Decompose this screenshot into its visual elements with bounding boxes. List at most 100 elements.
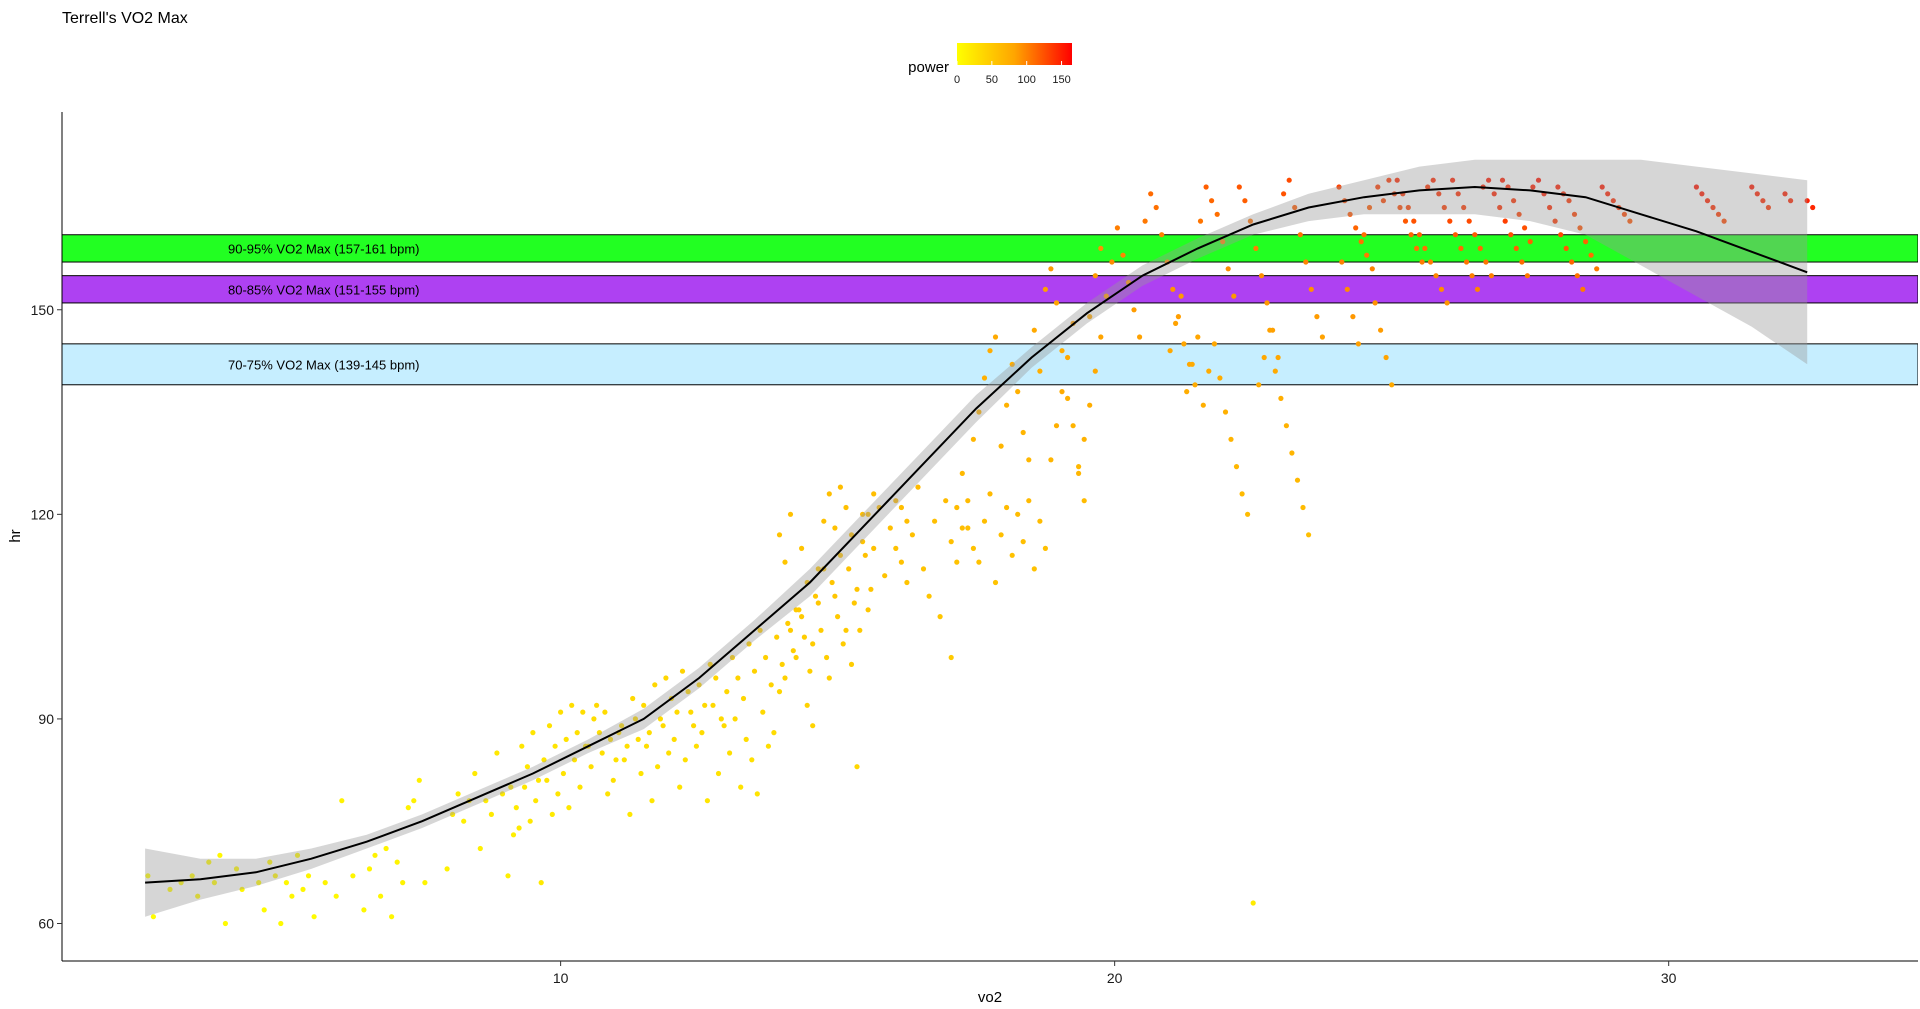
data-point — [416, 777, 422, 783]
data-point — [1203, 184, 1209, 190]
data-point — [211, 880, 217, 886]
data-point — [865, 511, 871, 517]
data-point — [1181, 341, 1187, 347]
data-point — [1020, 429, 1026, 436]
data-point — [807, 668, 813, 674]
data-point — [350, 873, 356, 879]
data-point — [522, 784, 528, 790]
data-point — [621, 757, 627, 763]
data-point — [871, 491, 877, 497]
data-point — [815, 566, 821, 572]
data-point — [713, 675, 719, 681]
data-point — [580, 709, 586, 715]
legend-colorbar — [957, 43, 1072, 65]
data-point — [787, 627, 794, 633]
data-point — [860, 511, 866, 517]
data-point — [693, 743, 700, 749]
data-point — [848, 661, 855, 668]
data-point — [1474, 286, 1481, 292]
data-point — [738, 784, 744, 790]
data-point — [150, 914, 156, 920]
data-point — [300, 886, 306, 893]
data-point — [1306, 532, 1312, 538]
data-point — [776, 532, 783, 538]
data-point — [538, 880, 544, 886]
data-point — [1120, 252, 1126, 258]
data-point — [835, 614, 841, 620]
data-point — [926, 593, 932, 599]
data-point — [981, 518, 988, 524]
data-point — [627, 811, 633, 818]
data-point — [599, 750, 605, 756]
x-tick-label: 10 — [553, 970, 569, 986]
data-point — [1031, 566, 1037, 572]
data-point — [1566, 198, 1572, 204]
data-point — [574, 730, 580, 736]
data-point — [1804, 198, 1810, 204]
data-point — [1159, 232, 1165, 238]
data-point — [760, 709, 766, 715]
x-axis-label: vo2 — [978, 989, 1002, 1006]
data-point — [763, 654, 769, 661]
data-point — [710, 702, 716, 708]
data-point — [882, 573, 888, 579]
data-point — [1375, 184, 1381, 190]
data-point — [1621, 211, 1627, 217]
data-point — [790, 648, 796, 654]
data-point — [1336, 184, 1342, 190]
data-point — [1228, 436, 1234, 442]
data-point — [411, 798, 417, 804]
data-point — [898, 559, 905, 565]
data-point — [1430, 177, 1436, 183]
vo2-bands — [62, 234, 1918, 386]
data-point — [1527, 239, 1533, 245]
data-point — [1547, 204, 1553, 211]
data-point — [671, 736, 677, 743]
data-point — [1491, 191, 1497, 197]
data-point — [655, 764, 661, 770]
data-point — [799, 614, 805, 620]
data-point — [1477, 245, 1483, 251]
data-point — [1583, 239, 1589, 245]
data-point — [1314, 314, 1320, 320]
data-point — [854, 586, 860, 592]
legend-tick-label: 150 — [1052, 74, 1070, 86]
data-point — [793, 607, 799, 613]
data-point — [1247, 218, 1253, 224]
data-point — [943, 498, 949, 504]
data-point — [782, 675, 788, 681]
data-point — [1283, 423, 1289, 429]
data-point — [704, 798, 711, 804]
data-point — [1297, 232, 1303, 238]
data-point — [638, 770, 644, 777]
data-point — [815, 600, 821, 606]
data-point — [145, 873, 151, 879]
data-point — [1081, 498, 1087, 504]
data-point — [904, 579, 910, 586]
data-point — [1372, 300, 1378, 306]
data-point — [549, 811, 555, 818]
data-point — [1344, 286, 1350, 292]
data-point — [591, 716, 597, 722]
data-point — [715, 770, 722, 777]
data-point — [1569, 259, 1575, 265]
data-point — [1026, 457, 1032, 463]
data-point — [1109, 259, 1115, 265]
data-point — [1358, 239, 1364, 245]
data-point — [732, 716, 738, 722]
data-point — [702, 702, 708, 708]
data-point — [727, 750, 733, 756]
data-point — [444, 866, 450, 872]
data-point — [1004, 402, 1010, 408]
data-point — [1048, 266, 1054, 272]
data-point — [1350, 314, 1356, 320]
data-point — [1461, 204, 1467, 211]
data-point — [1076, 464, 1082, 470]
data-point — [1178, 293, 1184, 299]
data-point — [450, 811, 456, 818]
data-point — [1059, 348, 1065, 354]
data-point — [1627, 218, 1633, 224]
data-point — [840, 641, 846, 647]
legend-tick-label: 100 — [1018, 74, 1036, 86]
data-point — [824, 654, 830, 661]
